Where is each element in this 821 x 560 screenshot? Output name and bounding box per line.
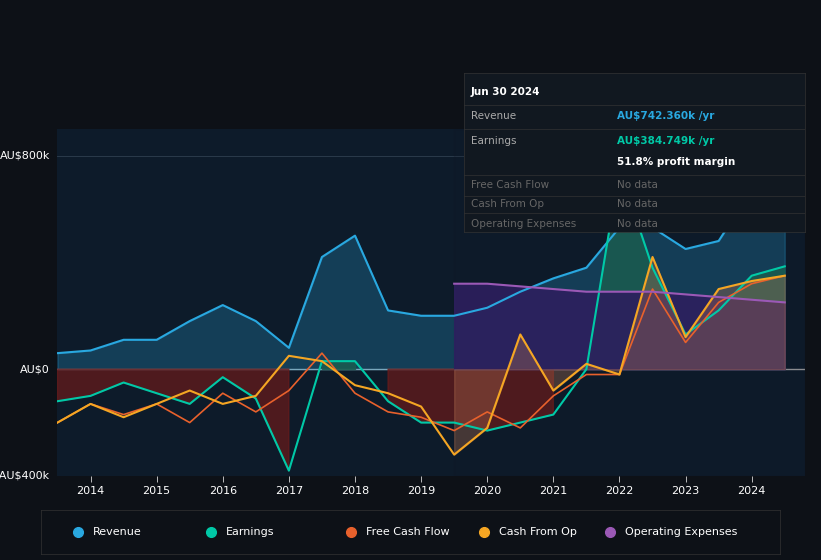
Text: Cash From Op: Cash From Op xyxy=(499,527,577,537)
Text: Free Cash Flow: Free Cash Flow xyxy=(470,180,548,189)
Bar xyxy=(454,129,805,476)
Text: No data: No data xyxy=(617,180,658,189)
Text: AU$384.749k /yr: AU$384.749k /yr xyxy=(617,137,714,146)
Text: AU$0: AU$0 xyxy=(21,364,50,374)
Text: No data: No data xyxy=(617,199,658,209)
Text: AU$742.360k /yr: AU$742.360k /yr xyxy=(617,111,714,121)
Text: Earnings: Earnings xyxy=(470,137,516,146)
Text: Operating Expenses: Operating Expenses xyxy=(470,220,576,230)
Text: -AU$400k: -AU$400k xyxy=(0,471,50,481)
Text: AU$800k: AU$800k xyxy=(0,151,50,161)
Text: Operating Expenses: Operating Expenses xyxy=(625,527,737,537)
Text: Revenue: Revenue xyxy=(93,527,141,537)
Text: Cash From Op: Cash From Op xyxy=(470,199,544,209)
Text: Earnings: Earnings xyxy=(226,527,274,537)
Text: Jun 30 2024: Jun 30 2024 xyxy=(470,87,540,97)
Text: Free Cash Flow: Free Cash Flow xyxy=(366,527,450,537)
Text: 51.8% profit margin: 51.8% profit margin xyxy=(617,157,736,167)
Text: No data: No data xyxy=(617,220,658,230)
Text: Revenue: Revenue xyxy=(470,111,516,121)
